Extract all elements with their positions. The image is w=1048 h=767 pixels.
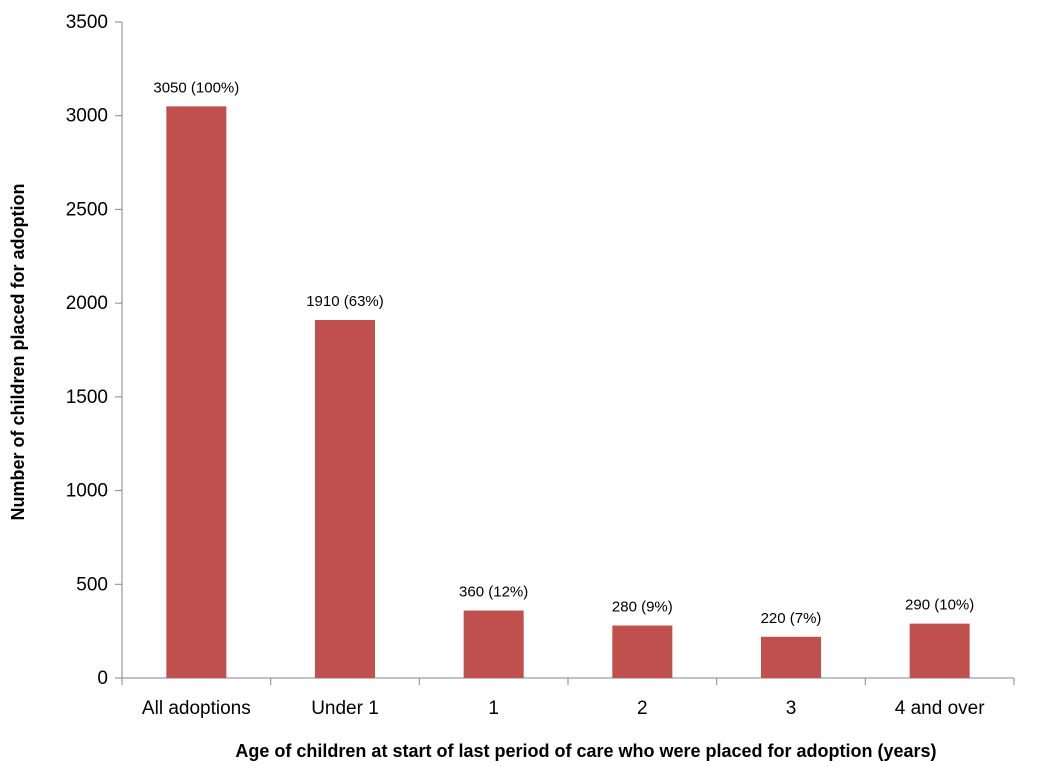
data-label: 280 (9%) <box>612 599 673 616</box>
y-tick-label: 1500 <box>66 387 108 408</box>
y-tick-label: 3000 <box>66 106 108 127</box>
y-tick-label: 0 <box>97 668 108 689</box>
x-tick-label: 2 <box>637 698 648 719</box>
data-labels: 3050 (100%) 1910 (63%) 360 (12%) 280 (9%) 22… <box>153 79 974 626</box>
x-tick-label: 1 <box>488 698 499 719</box>
data-label: 360 (12%) <box>459 584 528 601</box>
bar <box>463 610 524 678</box>
bars <box>166 106 970 679</box>
data-label: 220 (7%) <box>761 610 822 627</box>
x-axis-title: Age of children at start of last period … <box>235 741 936 761</box>
bar <box>166 106 227 679</box>
y-tick-label: 2500 <box>66 199 108 220</box>
bar <box>612 625 673 678</box>
x-tick-label: All adoptions <box>142 698 251 719</box>
data-label: 3050 (100%) <box>153 79 239 96</box>
bar <box>315 320 375 678</box>
x-tick-label: 3 <box>786 698 797 719</box>
x-axis: All adoptions Under 1 1 2 3 4 and over <box>121 677 1015 719</box>
y-tick-label: 1000 <box>66 481 108 502</box>
y-tick-label: 3500 <box>66 12 108 33</box>
y-axis-title: Number of children placed for adoption <box>8 183 28 520</box>
data-label: 1910 (63%) <box>306 293 384 310</box>
bar <box>909 623 970 678</box>
x-tick-label: Under 1 <box>311 698 379 719</box>
x-tick-label: 4 and over <box>895 698 985 719</box>
y-tick-label: 2000 <box>66 293 108 314</box>
y-axis: 0 500 1000 1500 2000 2500 3000 3500 <box>66 12 123 689</box>
y-tick-label: 500 <box>76 574 108 595</box>
bar <box>761 636 821 678</box>
data-label: 290 (10%) <box>905 597 974 614</box>
